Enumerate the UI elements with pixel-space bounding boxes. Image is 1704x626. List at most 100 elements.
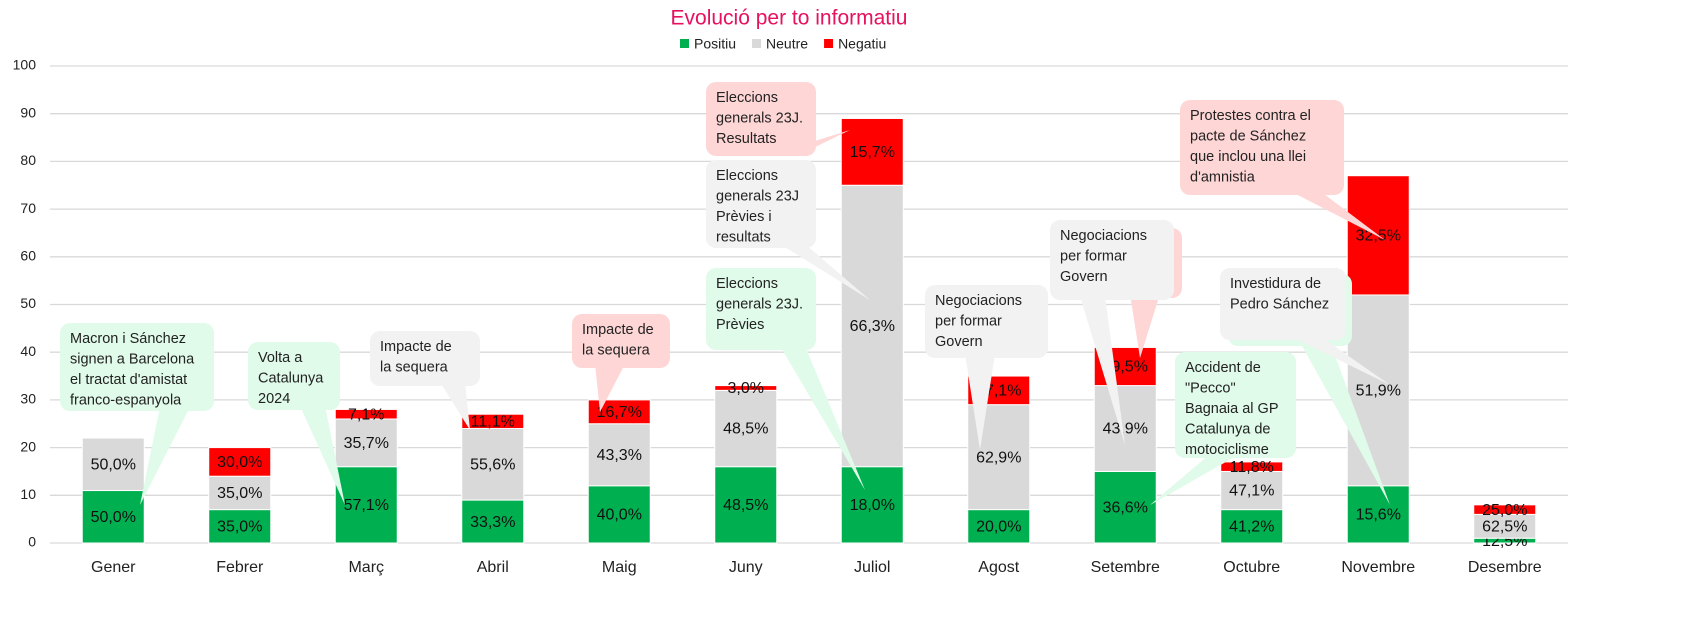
callout-tail <box>140 407 190 505</box>
value-label: 51,9% <box>1356 383 1401 400</box>
callout-text: Bagnaia al GP <box>1185 401 1279 417</box>
callout-tail <box>780 346 865 490</box>
y-tick-label: 10 <box>20 486 36 502</box>
value-label: 41,2% <box>1229 519 1274 536</box>
legend-swatch <box>824 39 834 48</box>
callout-text: Negociacions <box>935 293 1022 309</box>
value-label: 57,1% <box>344 497 389 514</box>
value-label: 11,8% <box>1230 459 1274 476</box>
callout-text: Govern <box>1060 269 1108 285</box>
callout-text: Pedro Sánchez <box>1230 296 1329 312</box>
callout-text: signen a Barcelona <box>70 351 195 367</box>
callout-text: franco-espanyola <box>70 392 182 408</box>
callout-text: Impacte de <box>380 339 452 355</box>
value-label: 7,1% <box>348 406 384 423</box>
value-label: 30,0% <box>217 454 262 471</box>
callout-text: la sequera <box>582 342 651 358</box>
callout-box <box>706 268 816 350</box>
bar-segment <box>334 408 398 420</box>
value-label: 43,9% <box>1103 421 1148 438</box>
callout-box <box>925 285 1048 358</box>
callout-text: Eleccions <box>716 168 778 184</box>
value-label: 40,0% <box>597 507 642 524</box>
callout-text: generals 23J. <box>716 296 803 312</box>
y-tick-label: 100 <box>13 57 37 73</box>
callout-box <box>706 82 816 156</box>
callout-text: Eleccions <box>716 276 778 292</box>
value-label: 25,0% <box>1482 502 1527 519</box>
x-tick-label: Desembre <box>1468 559 1542 576</box>
callout-text: Accident de <box>1185 360 1261 376</box>
value-label: 66,3% <box>850 318 895 335</box>
y-tick-label: 80 <box>20 152 36 168</box>
legend-swatch <box>680 39 689 48</box>
value-label: 62,9% <box>976 449 1021 466</box>
callout-tail <box>300 406 345 505</box>
bar-segment <box>1346 485 1410 544</box>
x-tick-label: Novembre <box>1341 559 1415 576</box>
value-label: 35,0% <box>217 485 262 502</box>
callout-text: per formar <box>935 313 1002 329</box>
bar-segment <box>587 485 651 544</box>
callout-text: Resultats <box>716 131 776 147</box>
callout-text: "Pecco" <box>1185 380 1236 396</box>
bar-segment <box>840 117 904 186</box>
callout-box <box>1180 100 1344 195</box>
chart-title: Evolució per to informatiu <box>671 7 908 30</box>
callout-text: resultats <box>716 229 771 245</box>
x-tick-label: Març <box>348 559 384 576</box>
callout-text: Impacte de <box>582 322 654 338</box>
callout-text: Eleccions <box>716 90 778 106</box>
value-label: 55,6% <box>470 457 515 474</box>
y-tick-label: 0 <box>28 534 36 550</box>
y-tick-label: 30 <box>20 391 36 407</box>
value-label: 20,0% <box>976 519 1021 536</box>
value-label: 15,6% <box>1356 507 1401 524</box>
y-tick-label: 50 <box>20 295 36 311</box>
y-tick-label: 90 <box>20 104 36 120</box>
bar-segment <box>1220 509 1284 544</box>
value-label: 50,0% <box>91 457 136 474</box>
callout-text: Catalunya <box>258 370 324 386</box>
legend-label: Neutre <box>766 36 808 52</box>
bar-segment <box>461 428 525 501</box>
value-label: 3,0% <box>728 380 764 397</box>
callout-box <box>248 342 340 410</box>
legend-label: Positiu <box>694 36 736 52</box>
callout-text: 2024 <box>258 391 290 407</box>
value-label: 48,5% <box>723 421 768 438</box>
bar-segment <box>81 490 145 544</box>
bar-segment <box>1220 461 1284 472</box>
callout-text: Govern <box>935 334 983 350</box>
bar-segment <box>587 399 651 425</box>
x-tick-label: Setembre <box>1091 559 1160 576</box>
callout-tail <box>1290 336 1390 385</box>
y-tick-label: 40 <box>20 343 36 359</box>
callout-box <box>706 160 816 248</box>
callout-text: motociclisme <box>1185 442 1269 458</box>
x-tick-label: Juliol <box>854 559 890 576</box>
value-label: 62,5% <box>1482 519 1527 536</box>
callout-tail <box>1150 454 1240 505</box>
callout-text: Prèvies <box>716 317 764 333</box>
x-tick-label: Juny <box>729 559 763 576</box>
y-tick-label: 60 <box>20 248 36 264</box>
value-label: 47,1% <box>1229 483 1274 500</box>
callout-tail <box>780 244 870 300</box>
callout-box <box>572 314 670 368</box>
value-label: 15,7% <box>850 144 895 161</box>
callout-text: per formar <box>1060 248 1127 264</box>
bar-segment <box>1473 504 1537 515</box>
y-tick-label: 20 <box>20 438 36 454</box>
bar-segment <box>1093 470 1157 544</box>
value-label: 16,7% <box>597 404 642 421</box>
callout-text: Prèvies i <box>716 209 772 225</box>
value-label: 11,1% <box>471 414 515 431</box>
bar-segment <box>208 475 272 511</box>
callout-text: generals 23J <box>716 188 799 204</box>
callout-tail <box>1300 342 1390 505</box>
callout-tail <box>1290 191 1385 240</box>
bar-segment <box>81 437 145 492</box>
value-label: 48,5% <box>723 497 768 514</box>
callout-box <box>1175 352 1296 458</box>
